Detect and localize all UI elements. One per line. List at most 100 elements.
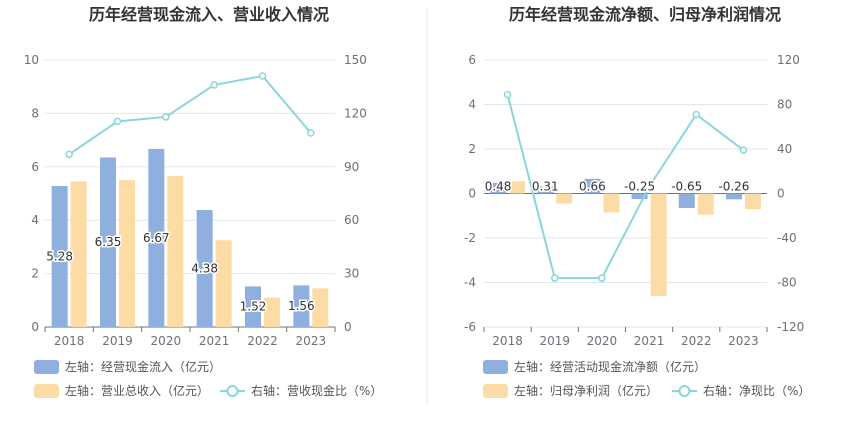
legend-label: 左轴：经营现金流入（亿元） xyxy=(65,359,221,374)
bar xyxy=(215,240,232,327)
bar xyxy=(509,181,526,194)
left-axis-tick-label: -4 xyxy=(464,276,476,290)
right-axis-tick-label: 120 xyxy=(344,106,367,120)
bar xyxy=(148,148,165,327)
left-axis-tick-label: 8 xyxy=(31,106,39,120)
line-point xyxy=(645,183,653,191)
bar xyxy=(490,182,507,194)
legend-label: 左轴：经营活动现金流净额（亿元） xyxy=(514,359,706,374)
left-axis-tick-label: 6 xyxy=(31,160,39,174)
bar-data-label: 1.52 xyxy=(240,300,267,314)
bar xyxy=(167,176,184,327)
chart-title: 历年经营现金流入、营业收入情况 xyxy=(89,5,329,24)
x-axis-tick-label: 2019 xyxy=(539,334,570,348)
bar xyxy=(584,178,601,194)
right-axis-tick-label: 60 xyxy=(344,213,359,227)
bar-data-label: 6.67 xyxy=(143,231,170,245)
x-axis-tick-label: 2022 xyxy=(247,334,278,348)
bar xyxy=(744,193,761,210)
left-axis-tick-label: 0 xyxy=(468,187,476,201)
left-axis-tick-label: 2 xyxy=(31,267,39,281)
left-axis-tick-label: 2 xyxy=(468,142,476,156)
bar-data-label: 5.28 xyxy=(46,250,73,264)
bar xyxy=(678,193,695,208)
x-axis-tick-label: 2018 xyxy=(54,334,85,348)
bar-data-label: -0.26 xyxy=(718,180,749,194)
legend-swatch xyxy=(34,384,59,398)
bar xyxy=(293,285,310,327)
x-axis-tick-label: 2022 xyxy=(681,334,712,348)
bar-data-label: 0.31 xyxy=(532,180,559,194)
legend-swatch xyxy=(483,360,508,374)
line-point xyxy=(113,117,122,126)
x-axis-tick-label: 2020 xyxy=(587,334,618,348)
legend-swatch xyxy=(34,360,59,374)
line-point xyxy=(258,72,267,80)
bar xyxy=(650,193,667,296)
line-point xyxy=(739,146,748,154)
left-axis-tick-label: -6 xyxy=(464,320,476,334)
bar xyxy=(312,288,329,327)
bar xyxy=(537,186,554,194)
bar-data-label: 4.38 xyxy=(191,262,218,276)
bar xyxy=(119,180,135,327)
bar xyxy=(196,210,213,327)
left-axis-tick-label: 4 xyxy=(31,213,39,227)
right-axis-tick-label: 30 xyxy=(344,267,359,281)
left-axis-tick-label: 0 xyxy=(31,320,39,334)
legend-label: 右轴：营收现金比（%） xyxy=(251,383,382,398)
line-point xyxy=(307,129,315,137)
legend-label: 左轴：归母净利润（亿元） xyxy=(514,383,658,398)
x-axis-tick-label: 2023 xyxy=(296,334,327,348)
right-axis-tick-label: 120 xyxy=(777,53,800,67)
bar-data-label: 1.56 xyxy=(288,299,315,313)
x-axis-tick-label: 2021 xyxy=(199,334,230,348)
right-axis-tick-label: 80 xyxy=(777,98,792,112)
bar-data-label: 0.66 xyxy=(579,180,606,194)
series-line xyxy=(506,94,745,280)
legend-marker xyxy=(678,385,691,397)
legend-label: 右轴：净现比（%） xyxy=(703,383,810,398)
chart-title: 历年经营现金流净额、归母净利润情况 xyxy=(509,5,781,24)
x-axis-tick-label: 2021 xyxy=(634,334,665,348)
bar xyxy=(70,181,87,327)
net-cash-flow-profit-chart: 历年经营现金流净额、归母净利润情况 -6 -4 -2 0 2 4 6 -120 -80 -40 0 40… xyxy=(464,5,810,398)
line-point xyxy=(692,110,700,119)
x-axis-tick-label: 2023 xyxy=(728,334,759,348)
bar xyxy=(100,157,116,327)
bar-data-label: 0.48 xyxy=(485,180,512,194)
right-axis-tick-label: 0 xyxy=(777,187,785,201)
bar xyxy=(603,193,620,213)
legend-swatch xyxy=(483,384,508,398)
bar-data-label: -0.25 xyxy=(624,180,655,194)
bar xyxy=(556,193,573,204)
line-point xyxy=(65,150,73,159)
bar xyxy=(264,297,280,327)
right-axis-tick-label: 40 xyxy=(777,142,792,156)
line-point xyxy=(503,90,512,99)
line-point xyxy=(162,113,170,121)
legend-marker xyxy=(226,385,239,397)
left-axis-tick-label: 4 xyxy=(468,98,476,112)
right-axis-tick-label: 90 xyxy=(344,160,359,174)
right-axis-tick-label: 0 xyxy=(344,320,352,334)
bar xyxy=(697,193,714,215)
legend-label: 左轴：营业总收入（亿元） xyxy=(65,383,209,398)
series-line xyxy=(68,74,312,156)
right-axis-tick-label: 150 xyxy=(344,53,367,67)
bar xyxy=(725,193,742,200)
left-axis-tick-label: 6 xyxy=(468,53,476,67)
x-axis-tick-label: 2019 xyxy=(102,334,133,348)
right-axis-tick-label: -80 xyxy=(777,276,797,290)
bar xyxy=(245,286,261,327)
x-axis-tick-label: 2020 xyxy=(151,334,182,348)
bar-data-label: 6.35 xyxy=(95,235,122,249)
left-axis-tick-label: 10 xyxy=(24,53,39,67)
right-axis-tick-label: -40 xyxy=(777,231,797,245)
left-axis-tick-label: -2 xyxy=(464,231,476,245)
bar-data-label: -0.65 xyxy=(671,180,702,194)
right-axis-tick-label: -120 xyxy=(777,320,804,334)
bar xyxy=(631,193,648,200)
cash-inflow-revenue-chart: 历年经营现金流入、营业收入情况 0 2 4 6 8 10 0 30 60 90 120 150 2018 2… xyxy=(24,5,382,398)
